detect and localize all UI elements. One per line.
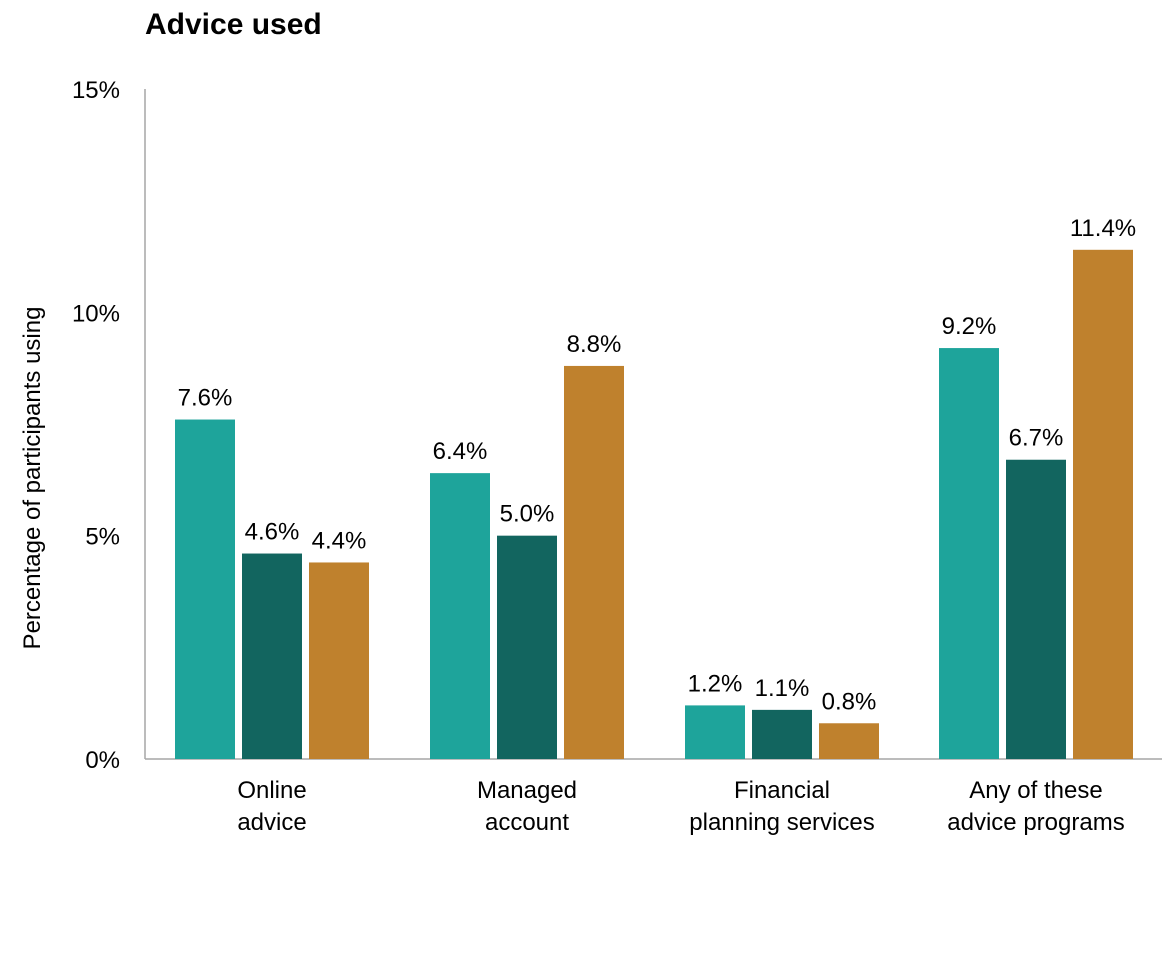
data-labels-group: 7.6% 4.6% 4.4% 6.4% 5.0% 8.8% 1.2% 1.1% 0.8% 9.2%… (178, 215, 1136, 715)
data-label: 0.8% (822, 688, 877, 715)
category-label: Financial (734, 777, 830, 804)
data-label: 4.4% (312, 527, 367, 554)
y-tick-label: 15% (72, 77, 120, 104)
bar (1006, 459, 1066, 759)
y-tick-label: 5% (85, 524, 120, 551)
bar (242, 553, 302, 759)
data-label: 4.6% (245, 519, 300, 546)
category-labels-group: Online advice Managed account Financial plann… (237, 777, 1124, 836)
chart-title: Advice used (145, 8, 322, 41)
data-label: 1.2% (688, 670, 743, 697)
data-label: 6.4% (433, 438, 488, 465)
category-label: Managed (477, 777, 577, 804)
bar (309, 562, 369, 759)
y-tick-label: 0% (85, 747, 120, 774)
category-label: advice (237, 809, 306, 836)
data-label: 11.4% (1070, 215, 1136, 242)
bar (497, 535, 557, 759)
category-label: Any of these (969, 777, 1102, 804)
category-label: Online (237, 777, 306, 804)
bars-group (175, 249, 1133, 760)
data-label: 7.6% (178, 385, 233, 412)
bar (175, 419, 235, 759)
bar (685, 705, 745, 759)
category-label: advice programs (947, 809, 1124, 836)
y-tick-label: 10% (72, 300, 120, 327)
data-label: 9.2% (942, 313, 997, 340)
bar (752, 709, 812, 759)
data-label: 1.1% (755, 675, 810, 702)
bar (430, 473, 490, 759)
bar (939, 348, 999, 759)
category-label: planning services (689, 809, 874, 836)
category-label: account (485, 809, 569, 836)
data-label: 8.8% (567, 331, 622, 358)
bar (819, 723, 879, 759)
data-label: 6.7% (1009, 425, 1064, 452)
data-label: 5.0% (500, 501, 555, 528)
bar (564, 365, 624, 759)
y-axis-label: Percentage of participants using (19, 307, 46, 650)
bar (1073, 249, 1133, 760)
